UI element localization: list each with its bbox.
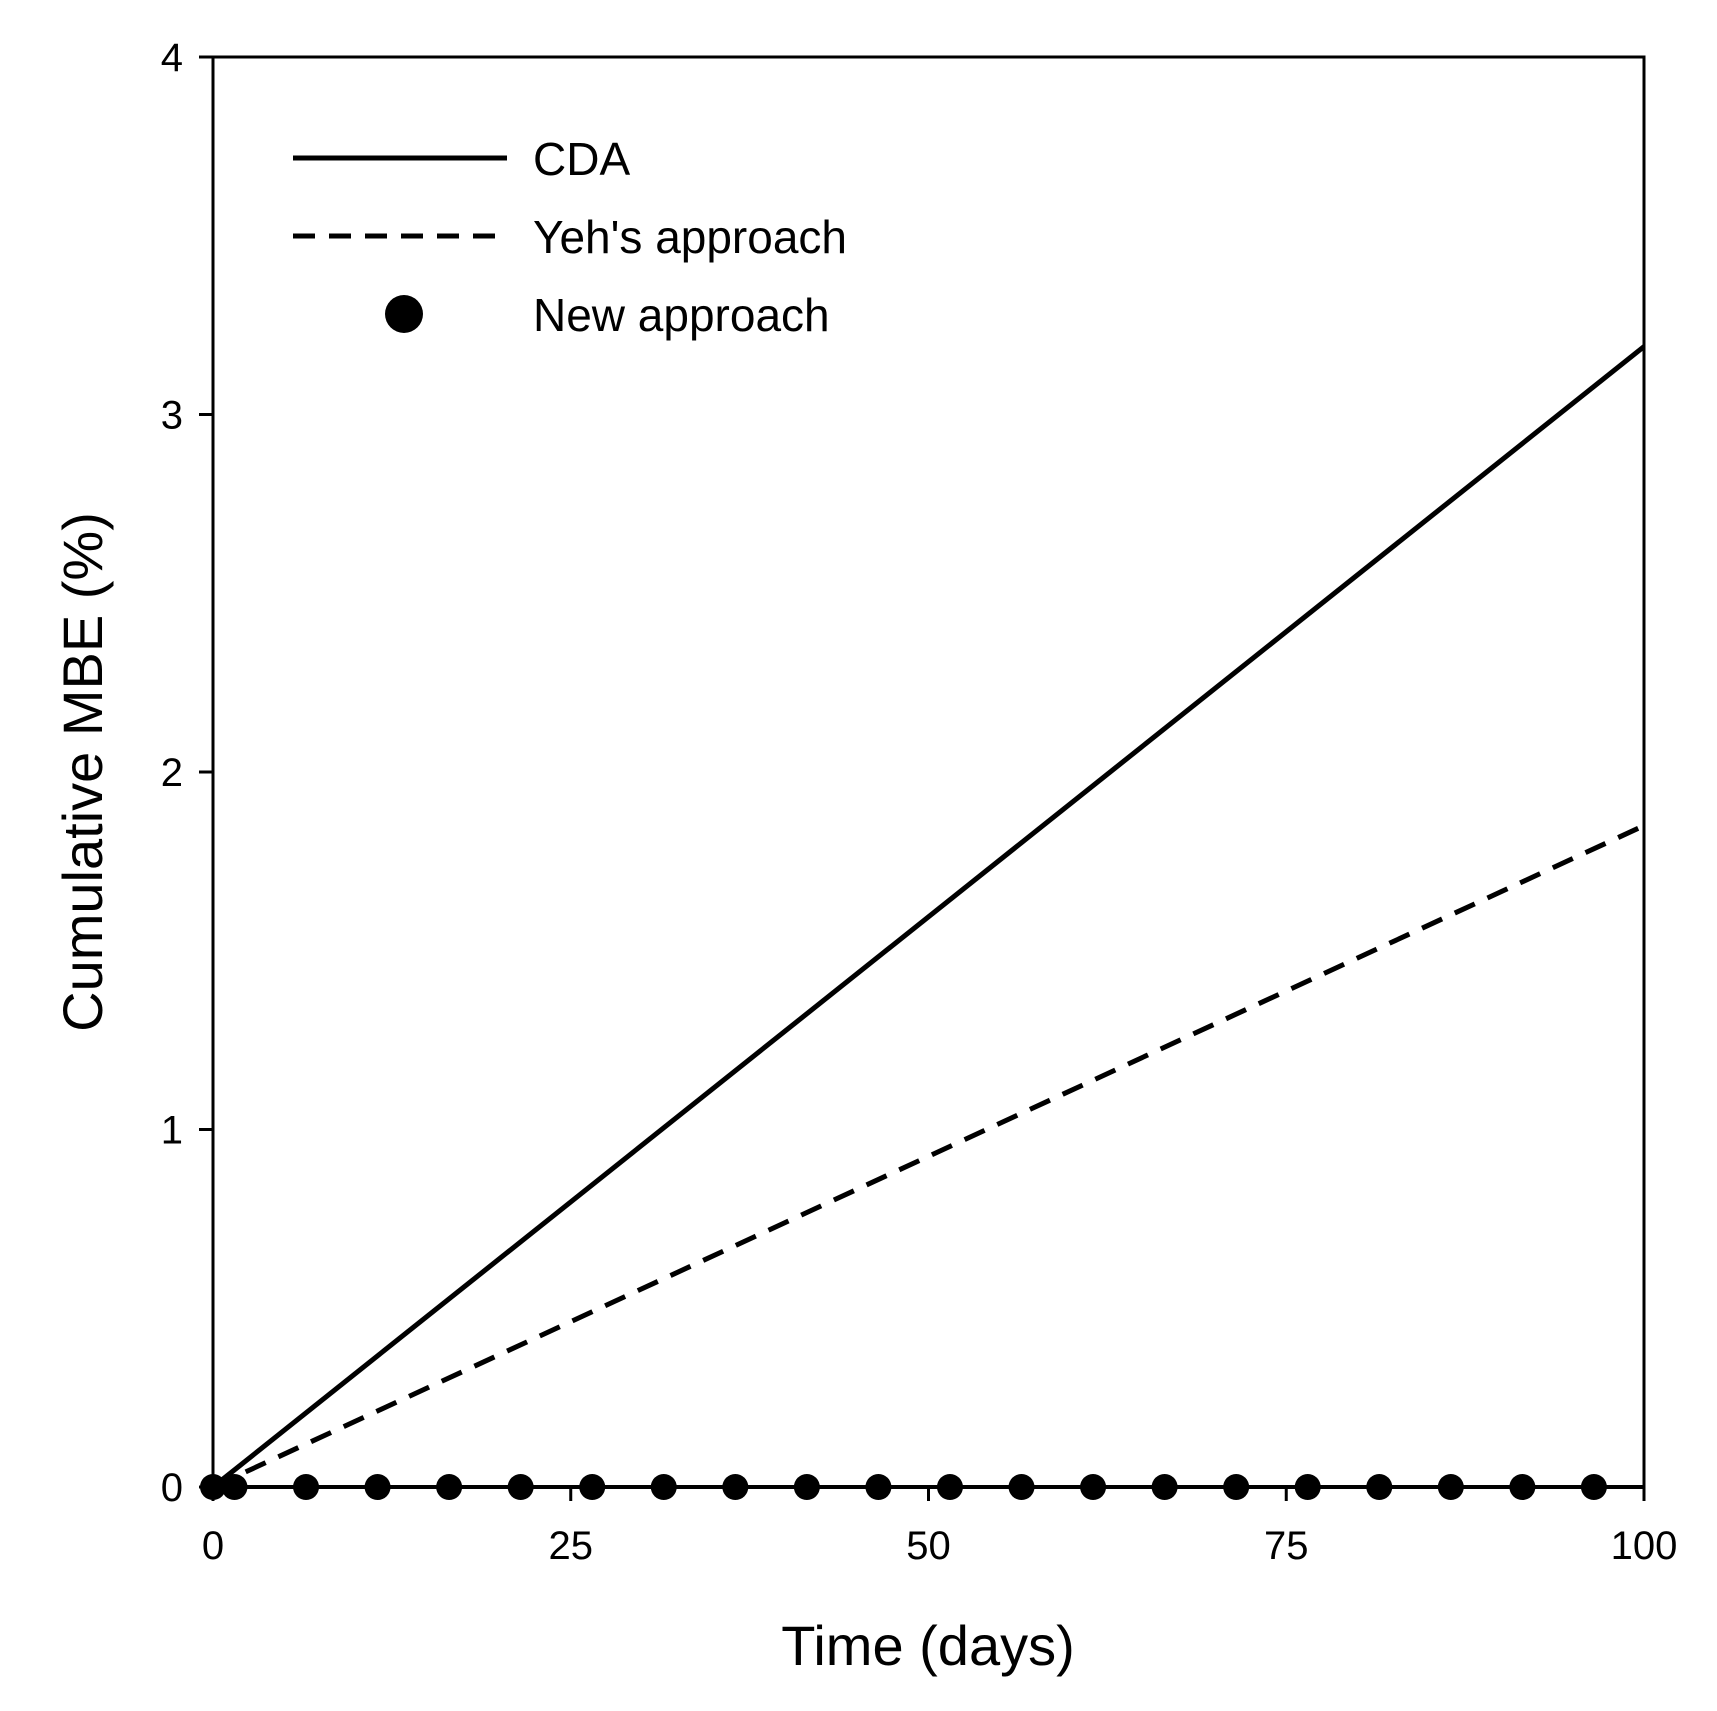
y-tick-label-4: 4 (161, 36, 183, 80)
legend-label-cda: CDA (533, 133, 630, 185)
plot-frame (211, 55, 1646, 1489)
x-tick-label-25: 25 (549, 1524, 594, 1568)
series-layer (200, 344, 1646, 1500)
y-tick-label-2: 2 (161, 751, 183, 795)
legend-label-new-approach: New approach (533, 289, 830, 341)
x-tick-label-50: 50 (906, 1524, 951, 1568)
y-tick-label-3: 3 (161, 394, 183, 438)
y-tick-label-0: 0 (161, 1466, 183, 1510)
y-axis-title: Cumulative MBE (%) (51, 512, 114, 1032)
legend-swatch-new-approach (385, 295, 423, 333)
y-tick-label-1: 1 (161, 1109, 183, 1153)
x-tick-label-0: 0 (202, 1524, 224, 1568)
x-tick-label-75: 75 (1264, 1524, 1309, 1568)
series-line-yeh-s-approach (211, 823, 1646, 1490)
legend: CDA Yeh's approach New approach (293, 133, 847, 341)
series-line-cda (211, 344, 1646, 1489)
ticks-layer: 0 25 50 75 100 0 1 2 3 4 (161, 36, 1678, 1568)
x-tick-label-100: 100 (1611, 1524, 1678, 1568)
x-axis-title: Time (days) (781, 1614, 1075, 1677)
legend-label-yehs-approach: Yeh's approach (533, 211, 847, 263)
